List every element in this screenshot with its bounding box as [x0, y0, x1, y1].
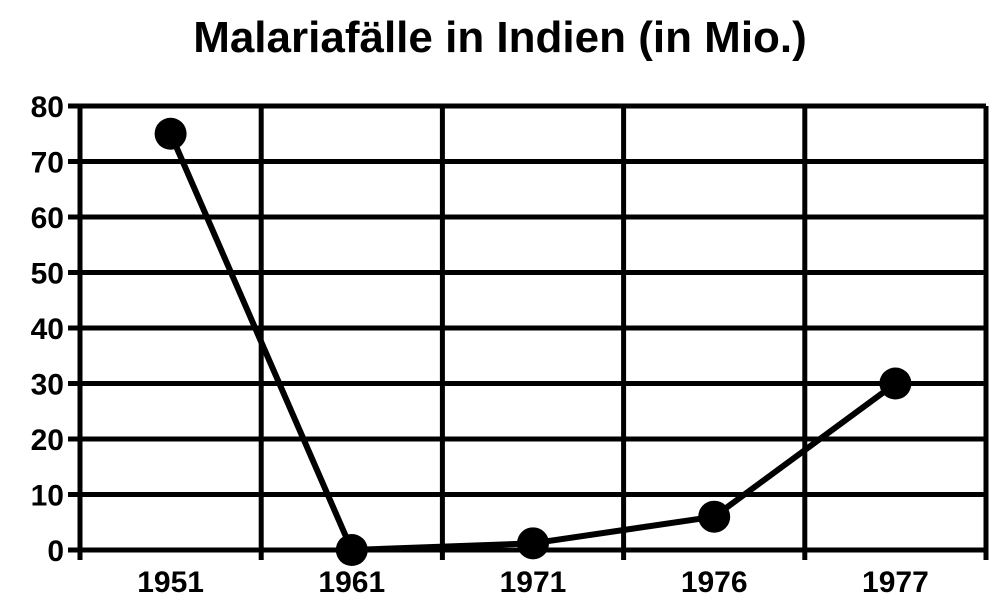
data-point-1977 — [879, 367, 912, 400]
axis-layer — [68, 103, 989, 560]
x-tick-label: 1977 — [862, 566, 929, 599]
x-tick-label: 1951 — [137, 566, 204, 599]
label-layer: 0 10 20 30 40 50 60 70 80 1951 1961 1971 1976 1977 — [31, 91, 929, 599]
chart-title: Malariafälle in Indien (in Mio.) — [193, 13, 807, 62]
data-point-1961 — [335, 534, 368, 566]
y-tick-label: 40 — [31, 313, 64, 346]
y-tick-label: 60 — [31, 202, 64, 235]
x-tick-label: 1976 — [681, 566, 748, 599]
x-tick-label: 1961 — [318, 566, 385, 599]
y-tick-label: 0 — [47, 535, 64, 568]
data-point-1971 — [517, 527, 549, 560]
y-tick-label: 70 — [31, 147, 64, 180]
y-tick-label: 80 — [31, 91, 64, 124]
series-line — [167, 130, 899, 553]
y-tick-label: 30 — [31, 369, 64, 402]
y-tick-label: 20 — [31, 424, 64, 457]
data-point-1976 — [698, 500, 731, 533]
data-point-1951 — [154, 117, 187, 150]
x-tick-label: 1971 — [500, 566, 567, 599]
grid-layer — [77, 103, 989, 553]
series-layer — [154, 117, 912, 566]
y-tick-label: 50 — [31, 258, 64, 291]
y-tick-label: 10 — [31, 480, 64, 513]
